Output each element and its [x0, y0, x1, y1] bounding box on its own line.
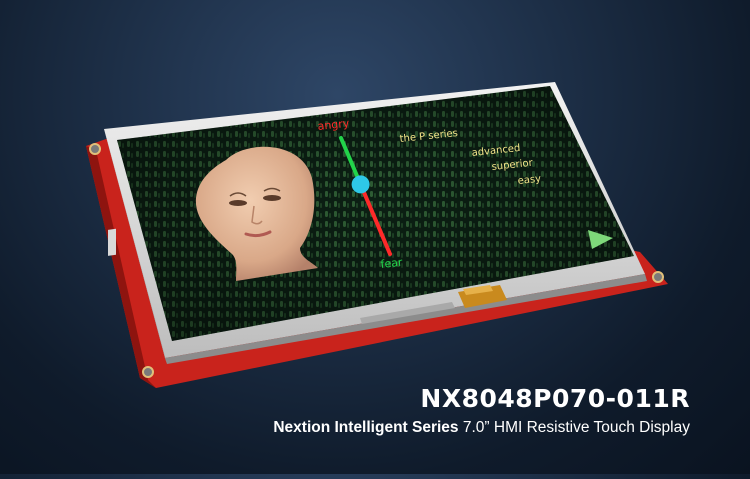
- face-image: [195, 146, 318, 281]
- display-description: 7.0” HMI Resistive Touch Display: [462, 419, 690, 436]
- feature-line: advanced: [471, 143, 521, 159]
- mounting-hole: [652, 271, 664, 283]
- feature-text-list: the P series advanced superior easy: [399, 128, 542, 187]
- mounting-hole: [142, 366, 154, 378]
- emotion-slider[interactable]: angry fear: [317, 117, 404, 271]
- slider-track-bottom: [358, 182, 392, 256]
- play-triangle-icon[interactable]: [588, 230, 613, 249]
- product-description: Nextion Intelligent Series 7.0” HMI Resi…: [273, 419, 690, 437]
- series-name: Nextion Intelligent Series: [273, 419, 459, 436]
- feature-line: easy: [517, 174, 542, 187]
- product-model-title: NX8048P070-011R: [420, 384, 690, 413]
- feature-line: superior: [491, 158, 534, 173]
- slider-top-label: angry: [317, 117, 350, 133]
- slider-bottom-label: fear: [380, 256, 404, 271]
- mounting-hole: [89, 143, 101, 155]
- slider-knob[interactable]: [351, 175, 370, 194]
